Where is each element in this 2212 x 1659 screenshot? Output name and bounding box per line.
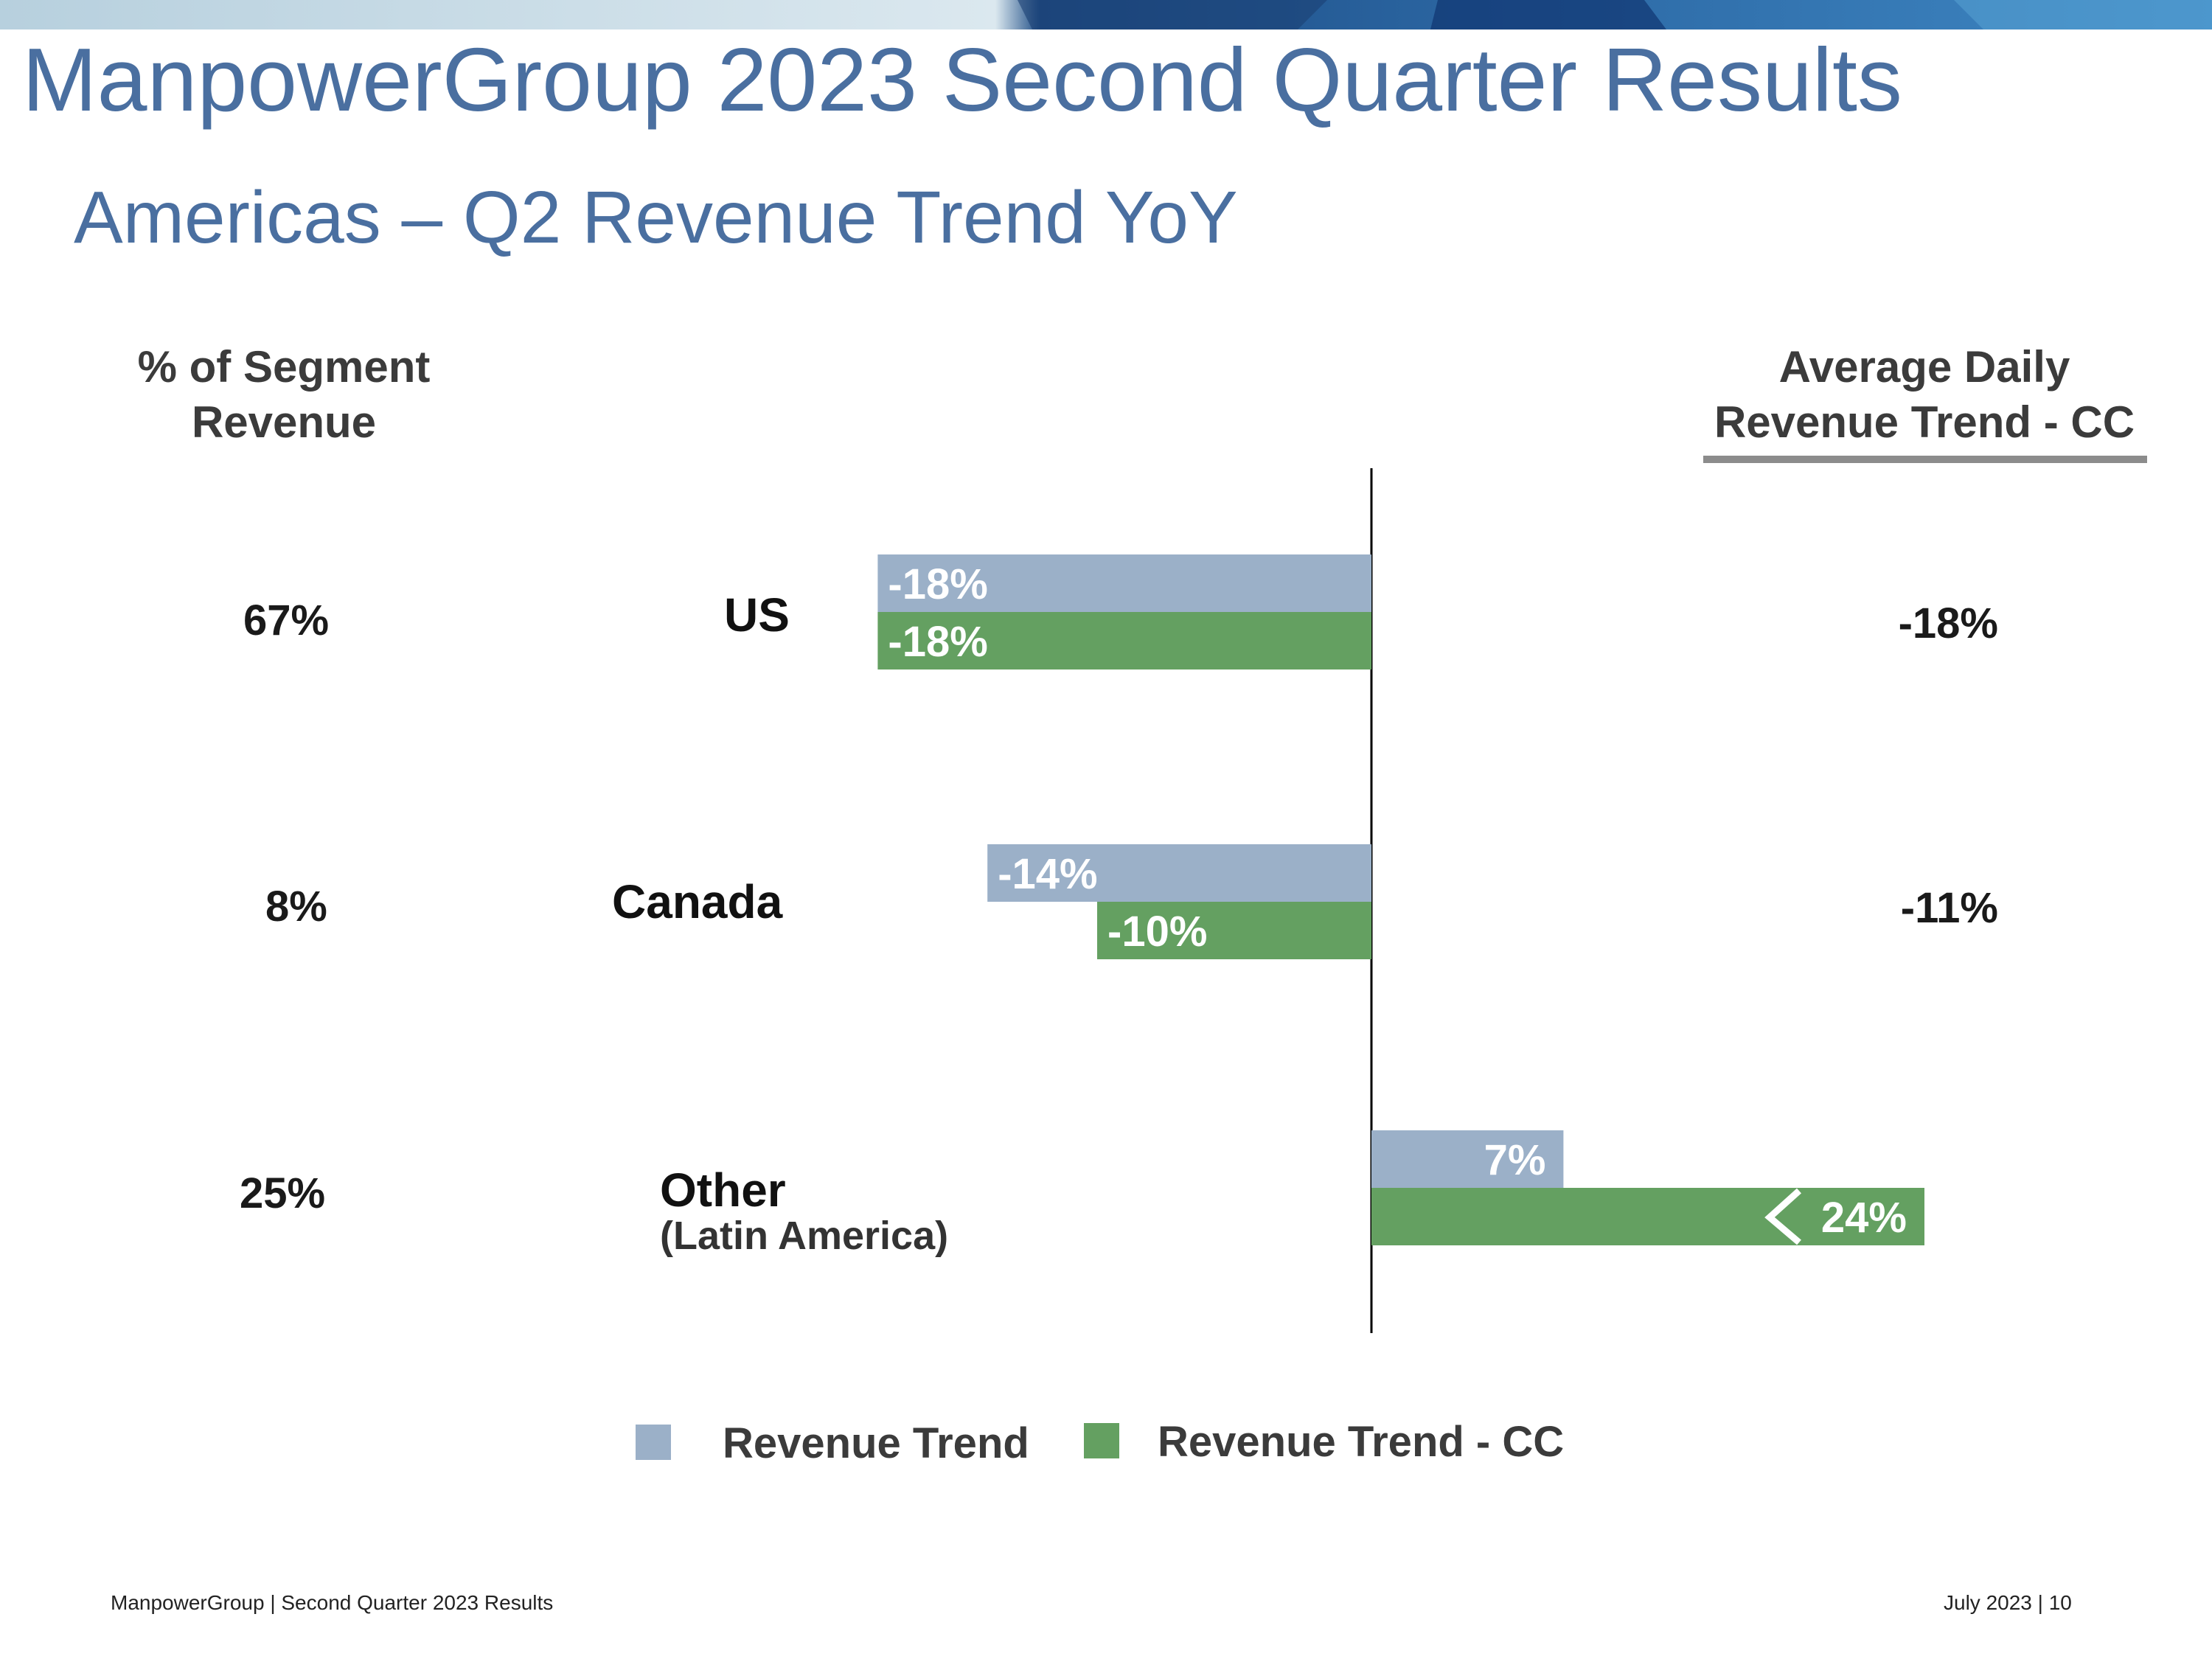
bar-label-rtcc-canada: -10% xyxy=(1107,908,1207,956)
category-label-canada: Canada xyxy=(612,875,783,928)
segment-pct-other: 25% xyxy=(240,1169,326,1217)
category-label-us: US xyxy=(724,588,790,641)
category-sublabel-other: (Latin America) xyxy=(660,1214,949,1258)
legend-label-revenue-trend-cc: Revenue Trend - CC xyxy=(1158,1418,1565,1466)
footer-left: ManpowerGroup | Second Quarter 2023 Resu… xyxy=(111,1591,554,1614)
header-band xyxy=(0,0,2212,29)
bar-rt-other xyxy=(1371,1130,1564,1188)
segment-pct-us: 67% xyxy=(243,597,330,644)
bar-rt-canada xyxy=(987,844,1371,902)
legend-swatch-revenue-trend-cc xyxy=(1084,1423,1119,1458)
segment-revenue-header-line1: % of Segment xyxy=(137,342,431,392)
slide-title: ManpowerGroup 2023 Second Quarter Result… xyxy=(22,29,1902,130)
segment-revenue-header: % of Segment Revenue xyxy=(100,339,468,450)
avg-daily-revenue-header-line2: Revenue Trend - CC xyxy=(1714,397,2135,447)
bar-label-rt-canada: -14% xyxy=(998,850,1097,898)
segment-pct-canada: 8% xyxy=(265,883,327,931)
avg-daily-canada: -11% xyxy=(1900,884,1998,932)
category-label-other: Other xyxy=(660,1164,786,1217)
avg-daily-us: -18% xyxy=(1898,599,1998,647)
bar-label-rtcc-us: -18% xyxy=(888,618,987,666)
legend-swatch-revenue-trend xyxy=(636,1425,671,1460)
footer-right: July 2023 | 10 xyxy=(1944,1591,2072,1614)
bar-label-rt-us: -18% xyxy=(888,560,987,608)
bar-rt-us xyxy=(877,554,1371,612)
avg-daily-revenue-header-line1: Average Daily xyxy=(1778,342,2070,392)
avg-daily-revenue-header: Average Daily Revenue Trend - CC xyxy=(1688,339,2160,450)
header-underline xyxy=(1703,456,2147,463)
legend-label-revenue-trend: Revenue Trend xyxy=(723,1419,1029,1467)
bar-rtcc-other xyxy=(1371,1188,1924,1245)
bar-label-rtcc-other: 24% xyxy=(1821,1194,1907,1242)
slide-subtitle: Americas – Q2 Revenue Trend YoY xyxy=(74,176,1238,259)
bar-rtcc-canada xyxy=(1097,902,1371,959)
bar-rtcc-us xyxy=(877,612,1371,669)
segment-revenue-header-line2: Revenue xyxy=(191,397,377,447)
bar-label-rt-other: 7% xyxy=(1484,1136,1546,1184)
axis-break-mark xyxy=(1764,1188,1802,1245)
